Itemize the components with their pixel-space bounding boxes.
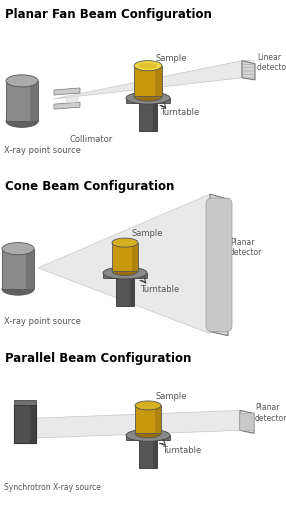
- Polygon shape: [154, 405, 161, 433]
- Text: Turntable: Turntable: [162, 446, 201, 455]
- Polygon shape: [126, 92, 170, 104]
- Polygon shape: [126, 98, 170, 103]
- Polygon shape: [112, 243, 138, 271]
- Polygon shape: [2, 283, 34, 295]
- Polygon shape: [134, 61, 162, 71]
- Polygon shape: [139, 63, 157, 69]
- Polygon shape: [103, 267, 147, 279]
- Text: Collimator: Collimator: [70, 135, 113, 145]
- Polygon shape: [139, 403, 157, 408]
- Polygon shape: [30, 81, 38, 121]
- Text: Synchrotron X-ray source: Synchrotron X-ray source: [4, 483, 101, 492]
- Text: X-ray point source: X-ray point source: [4, 318, 81, 326]
- Polygon shape: [112, 266, 138, 275]
- Bar: [139, 103, 157, 131]
- Polygon shape: [134, 66, 162, 96]
- Polygon shape: [6, 81, 38, 121]
- FancyBboxPatch shape: [206, 198, 232, 331]
- Polygon shape: [210, 194, 228, 336]
- Polygon shape: [126, 436, 170, 440]
- Bar: [30, 405, 36, 443]
- Text: Turntable: Turntable: [160, 108, 199, 117]
- Polygon shape: [135, 405, 161, 433]
- Text: Planar
detector: Planar detector: [255, 403, 286, 423]
- Polygon shape: [134, 91, 162, 101]
- Polygon shape: [28, 410, 240, 438]
- Text: Sample: Sample: [132, 229, 164, 238]
- Polygon shape: [112, 238, 138, 247]
- Text: Sample: Sample: [155, 392, 186, 402]
- Text: Linear
detector array: Linear detector array: [257, 52, 286, 72]
- FancyBboxPatch shape: [240, 413, 254, 430]
- Polygon shape: [242, 61, 255, 80]
- Polygon shape: [38, 194, 210, 333]
- Polygon shape: [103, 273, 147, 278]
- Text: Planar
detector: Planar detector: [230, 238, 262, 257]
- Polygon shape: [54, 88, 80, 95]
- Polygon shape: [53, 61, 242, 99]
- Polygon shape: [26, 249, 34, 289]
- Polygon shape: [126, 429, 170, 441]
- Polygon shape: [6, 115, 38, 127]
- Polygon shape: [155, 66, 162, 96]
- Polygon shape: [132, 243, 138, 271]
- Polygon shape: [135, 429, 161, 438]
- Text: Planar Fan Beam Configuration: Planar Fan Beam Configuration: [5, 8, 212, 21]
- Bar: [116, 278, 134, 306]
- Text: Cone Beam Configuration: Cone Beam Configuration: [5, 180, 174, 193]
- Polygon shape: [116, 240, 134, 245]
- Bar: [152, 103, 157, 131]
- Text: X-ray point source: X-ray point source: [4, 146, 81, 154]
- Polygon shape: [54, 102, 80, 109]
- Polygon shape: [2, 243, 34, 255]
- Polygon shape: [2, 249, 34, 289]
- Polygon shape: [6, 75, 38, 87]
- Text: Parallel Beam Configuration: Parallel Beam Configuration: [5, 352, 191, 365]
- Text: Sample: Sample: [155, 54, 186, 63]
- Bar: [152, 440, 157, 468]
- Polygon shape: [240, 410, 254, 433]
- Bar: [139, 440, 157, 468]
- Ellipse shape: [65, 95, 79, 103]
- Bar: [14, 405, 36, 443]
- Text: Turntable: Turntable: [140, 285, 179, 294]
- Polygon shape: [14, 401, 36, 405]
- Bar: [130, 278, 134, 306]
- Polygon shape: [135, 401, 161, 410]
